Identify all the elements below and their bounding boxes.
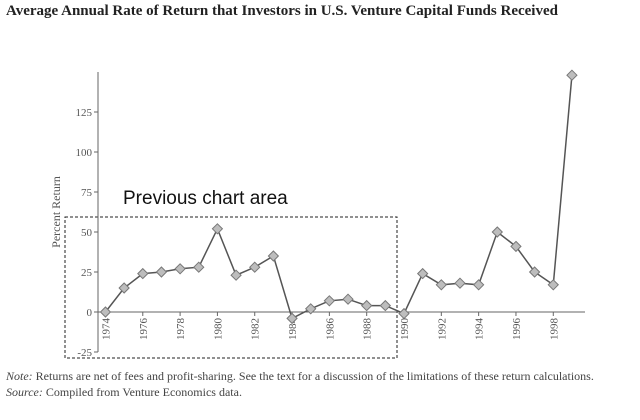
marker — [286, 312, 298, 325]
y-tick-label: -25 — [77, 347, 92, 359]
marker — [137, 267, 149, 280]
note-label: Note: — [6, 369, 33, 383]
marker — [566, 69, 578, 81]
x-tick-label: 1994 — [474, 318, 486, 341]
marker — [435, 279, 448, 291]
marker — [379, 299, 392, 312]
x-tick-label: 1992 — [436, 318, 448, 340]
x-tick-label: 1976 — [138, 318, 150, 341]
note-text: Returns are net of fees and profit-shari… — [35, 369, 594, 383]
marker — [211, 223, 224, 235]
marker — [99, 306, 112, 318]
marker — [547, 279, 559, 291]
y-tick-label: 100 — [76, 147, 93, 159]
marker — [230, 269, 242, 281]
y-tick-label: 75 — [81, 187, 93, 199]
x-tick-label: 1974 — [100, 318, 112, 341]
marker — [155, 266, 168, 278]
marker — [118, 282, 130, 294]
source-label: Source: — [6, 385, 43, 399]
source-text: Compiled from Venture Economics data. — [45, 385, 242, 399]
notes: Note: Returns are net of fees and profit… — [6, 368, 626, 400]
x-tick-label: 1982 — [250, 318, 262, 340]
marker — [323, 295, 336, 307]
x-tick-label: 1986 — [324, 318, 336, 341]
y-tick-label: 0 — [87, 307, 93, 319]
x-tick-label: 1990 — [399, 318, 411, 341]
marker — [360, 299, 373, 312]
marker — [193, 261, 205, 273]
source: Source: Compiled from Venture Economics … — [6, 384, 626, 400]
marker — [174, 263, 186, 275]
x-tick-label: 1984 — [287, 318, 299, 341]
marker — [416, 267, 429, 280]
y-tick-label: 25 — [81, 267, 93, 279]
marker — [342, 293, 354, 305]
marker — [510, 240, 522, 253]
previous-area-box — [64, 216, 398, 359]
marker — [528, 266, 541, 278]
x-tick-label: 1998 — [548, 318, 560, 341]
x-tick-label: 1996 — [511, 318, 523, 341]
chart-title: Average Annual Rate of Return that Inves… — [6, 3, 558, 19]
marker — [454, 277, 466, 289]
marker — [472, 279, 485, 291]
marker — [249, 261, 261, 273]
x-tick-label: 1980 — [212, 318, 224, 341]
marker — [267, 250, 280, 262]
y-axis-label: Percent Return — [49, 176, 63, 248]
x-tick-label: 1978 — [175, 318, 187, 341]
y-tick-label: 50 — [81, 227, 93, 239]
annotation: Previous chart area — [123, 188, 288, 209]
note: Note: Returns are net of fees and profit… — [6, 368, 626, 384]
marker — [491, 226, 504, 238]
marker — [305, 303, 317, 315]
marker — [398, 307, 410, 320]
x-tick-label: 1988 — [362, 318, 374, 341]
y-tick-label: 125 — [76, 107, 93, 119]
